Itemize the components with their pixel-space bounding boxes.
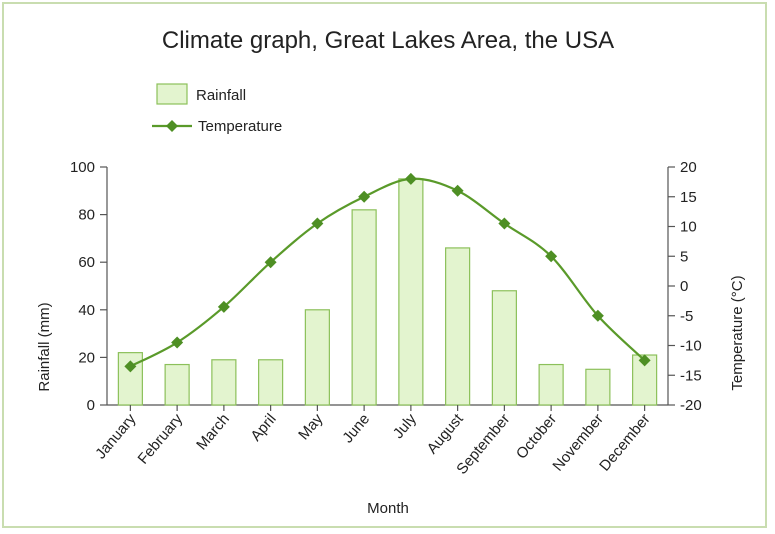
rainfall-bar: [445, 247, 471, 406]
legend-swatch-rainfall: [156, 83, 188, 105]
right-tick-label: -15: [680, 367, 702, 384]
chart-frame: [2, 2, 767, 528]
temperature-line: [129, 177, 646, 368]
temperature-line-group: [124, 172, 651, 373]
temperature-point: [311, 217, 324, 230]
left-tick-label: 60: [78, 254, 95, 271]
rainfall-bar: [398, 178, 424, 406]
temperature-point: [545, 250, 558, 263]
right-axis-ticks: -20 -15 -10 -5 0 5 10 15 20: [668, 159, 702, 414]
rainfall-bar: [211, 359, 237, 406]
x-tick-label: May: [295, 410, 327, 443]
legend-label-rainfall: Rainfall: [196, 87, 246, 104]
x-tick-label: April: [247, 411, 279, 445]
temperature-point: [264, 256, 277, 269]
left-axis-label: Rainfall (mm): [36, 302, 53, 391]
right-tick-label: 20: [680, 159, 697, 176]
x-tick-label: July: [390, 410, 420, 442]
rainfall-bar: [585, 368, 611, 406]
rainfall-bar: [164, 363, 190, 406]
rainfall-bar: [258, 359, 284, 406]
legend-label-temperature: Temperature: [198, 118, 282, 135]
left-tick-label: 0: [87, 397, 95, 414]
x-tick-label: March: [193, 411, 233, 454]
rainfall-bar: [351, 209, 377, 406]
temperature-point: [124, 360, 137, 373]
right-tick-label: 0: [680, 278, 688, 295]
rainfall-bar: [304, 309, 330, 406]
left-tick-label: 40: [78, 302, 95, 319]
x-tick-label: June: [339, 411, 373, 447]
x-tick-label: February: [135, 410, 187, 467]
right-tick-label: -5: [680, 308, 693, 325]
temperature-point: [171, 336, 184, 349]
legend-marker-temperature: [166, 120, 178, 132]
temperature-point: [638, 354, 651, 367]
temperature-point: [404, 172, 417, 185]
right-tick-label: 5: [680, 248, 688, 265]
temperature-point: [217, 300, 230, 313]
temperature-point: [358, 190, 371, 203]
x-tick-label: October: [513, 411, 560, 463]
chart-title: Climate graph, Great Lakes Area, the USA: [162, 27, 614, 54]
right-tick-label: -20: [680, 397, 702, 414]
x-axis-label: Month: [367, 500, 409, 517]
temperature-point: [591, 309, 604, 322]
temperature-point: [498, 217, 511, 230]
right-tick-label: 15: [680, 189, 697, 206]
x-tick-label: January: [92, 410, 140, 462]
right-tick-label: -10: [680, 338, 702, 355]
temperature-point: [451, 184, 464, 197]
x-tick-label: August: [424, 410, 468, 457]
left-tick-label: 80: [78, 207, 95, 224]
left-tick-label: 100: [70, 159, 95, 176]
left-axis-ticks: 0 20 40 60 80 100: [70, 159, 107, 414]
rainfall-bar: [538, 363, 564, 406]
rainfall-bar: [491, 290, 517, 406]
rainfall-bars: [117, 178, 658, 406]
legend: Rainfall Temperature: [152, 83, 282, 135]
right-tick-label: 10: [680, 219, 697, 236]
right-axis-label: Temperature (°C): [729, 275, 746, 390]
left-tick-label: 20: [78, 349, 95, 366]
